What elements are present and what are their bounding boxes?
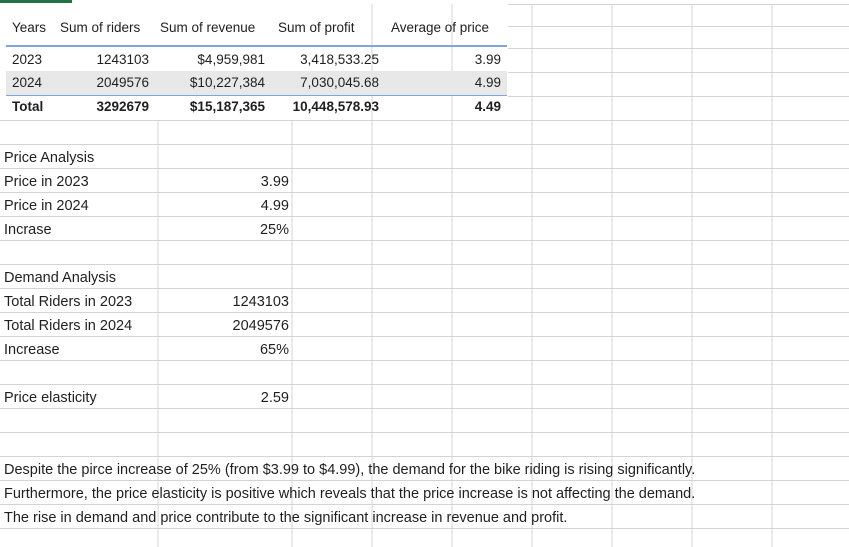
pivot-row-band bbox=[6, 71, 507, 95]
pivot-cell-year[interactable]: 2023 bbox=[12, 52, 43, 67]
pivot-cell-price[interactable]: 3.99 bbox=[474, 52, 501, 67]
pivot-cell-revenue[interactable]: $10,227,384 bbox=[189, 75, 265, 90]
pivot-cell-profit[interactable]: 7,030,045.68 bbox=[300, 75, 379, 90]
demand-analysis-title[interactable]: Demand Analysis bbox=[4, 270, 117, 286]
demand-analysis-label[interactable]: Increase bbox=[4, 342, 60, 358]
pivot-header-profit[interactable]: Sum of profit bbox=[278, 20, 355, 35]
demand-analysis-value[interactable]: 65% bbox=[259, 342, 289, 358]
demand-analysis-label[interactable]: Total Riders in 2023 bbox=[4, 294, 133, 310]
conclusion-line[interactable]: Furthermore, the price elasticity is pos… bbox=[4, 486, 696, 502]
active-cell-indicator bbox=[0, 0, 72, 3]
price-analysis-value[interactable]: 25% bbox=[259, 222, 289, 238]
pivot-header-rule bbox=[6, 45, 507, 47]
pivot-cell-revenue[interactable]: $4,959,981 bbox=[197, 52, 265, 67]
pivot-cell-year[interactable]: 2024 bbox=[12, 75, 43, 90]
price-analysis-label[interactable]: Price in 2024 bbox=[4, 198, 89, 214]
demand-analysis-value[interactable]: 1243103 bbox=[232, 294, 289, 310]
pivot-cell-riders[interactable]: 1243103 bbox=[96, 52, 149, 67]
pivot-cell-riders[interactable]: 2049576 bbox=[96, 75, 149, 90]
demand-analysis-value[interactable]: 2049576 bbox=[232, 318, 289, 334]
pivot-total-riders[interactable]: 3292679 bbox=[96, 99, 149, 114]
pivot-header-revenue[interactable]: Sum of revenue bbox=[160, 20, 256, 35]
elasticity-value[interactable]: 2.59 bbox=[260, 390, 289, 406]
pivot-total-price[interactable]: 4.49 bbox=[474, 99, 501, 114]
price-analysis-label[interactable]: Incrase bbox=[4, 222, 52, 238]
price-analysis-title[interactable]: Price Analysis bbox=[4, 150, 95, 166]
conclusion-line[interactable]: The rise in demand and price contribute … bbox=[4, 510, 568, 526]
demand-analysis-label[interactable]: Total Riders in 2024 bbox=[4, 318, 133, 334]
elasticity-label[interactable]: Price elasticity bbox=[4, 390, 97, 406]
pivot-total-label[interactable]: Total bbox=[12, 99, 44, 114]
pivot-cell-price[interactable]: 4.99 bbox=[474, 75, 501, 90]
pivot-cell-profit[interactable]: 3,418,533.25 bbox=[300, 52, 379, 67]
pivot-header-riders[interactable]: Sum of riders bbox=[60, 20, 141, 35]
price-analysis-value[interactable]: 3.99 bbox=[260, 174, 289, 190]
pivot-header-price[interactable]: Average of price bbox=[391, 20, 490, 35]
price-analysis-value[interactable]: 4.99 bbox=[260, 198, 289, 214]
pivot-total-rule bbox=[6, 95, 507, 96]
conclusion-line[interactable]: Despite the pirce increase of 25% (from … bbox=[4, 462, 696, 478]
pivot-total-revenue[interactable]: $15,187,365 bbox=[189, 99, 265, 114]
pivot-header-years[interactable]: Years bbox=[12, 20, 47, 35]
pivot-total-profit[interactable]: 10,448,578.93 bbox=[292, 99, 379, 114]
price-analysis-label[interactable]: Price in 2023 bbox=[4, 174, 89, 190]
